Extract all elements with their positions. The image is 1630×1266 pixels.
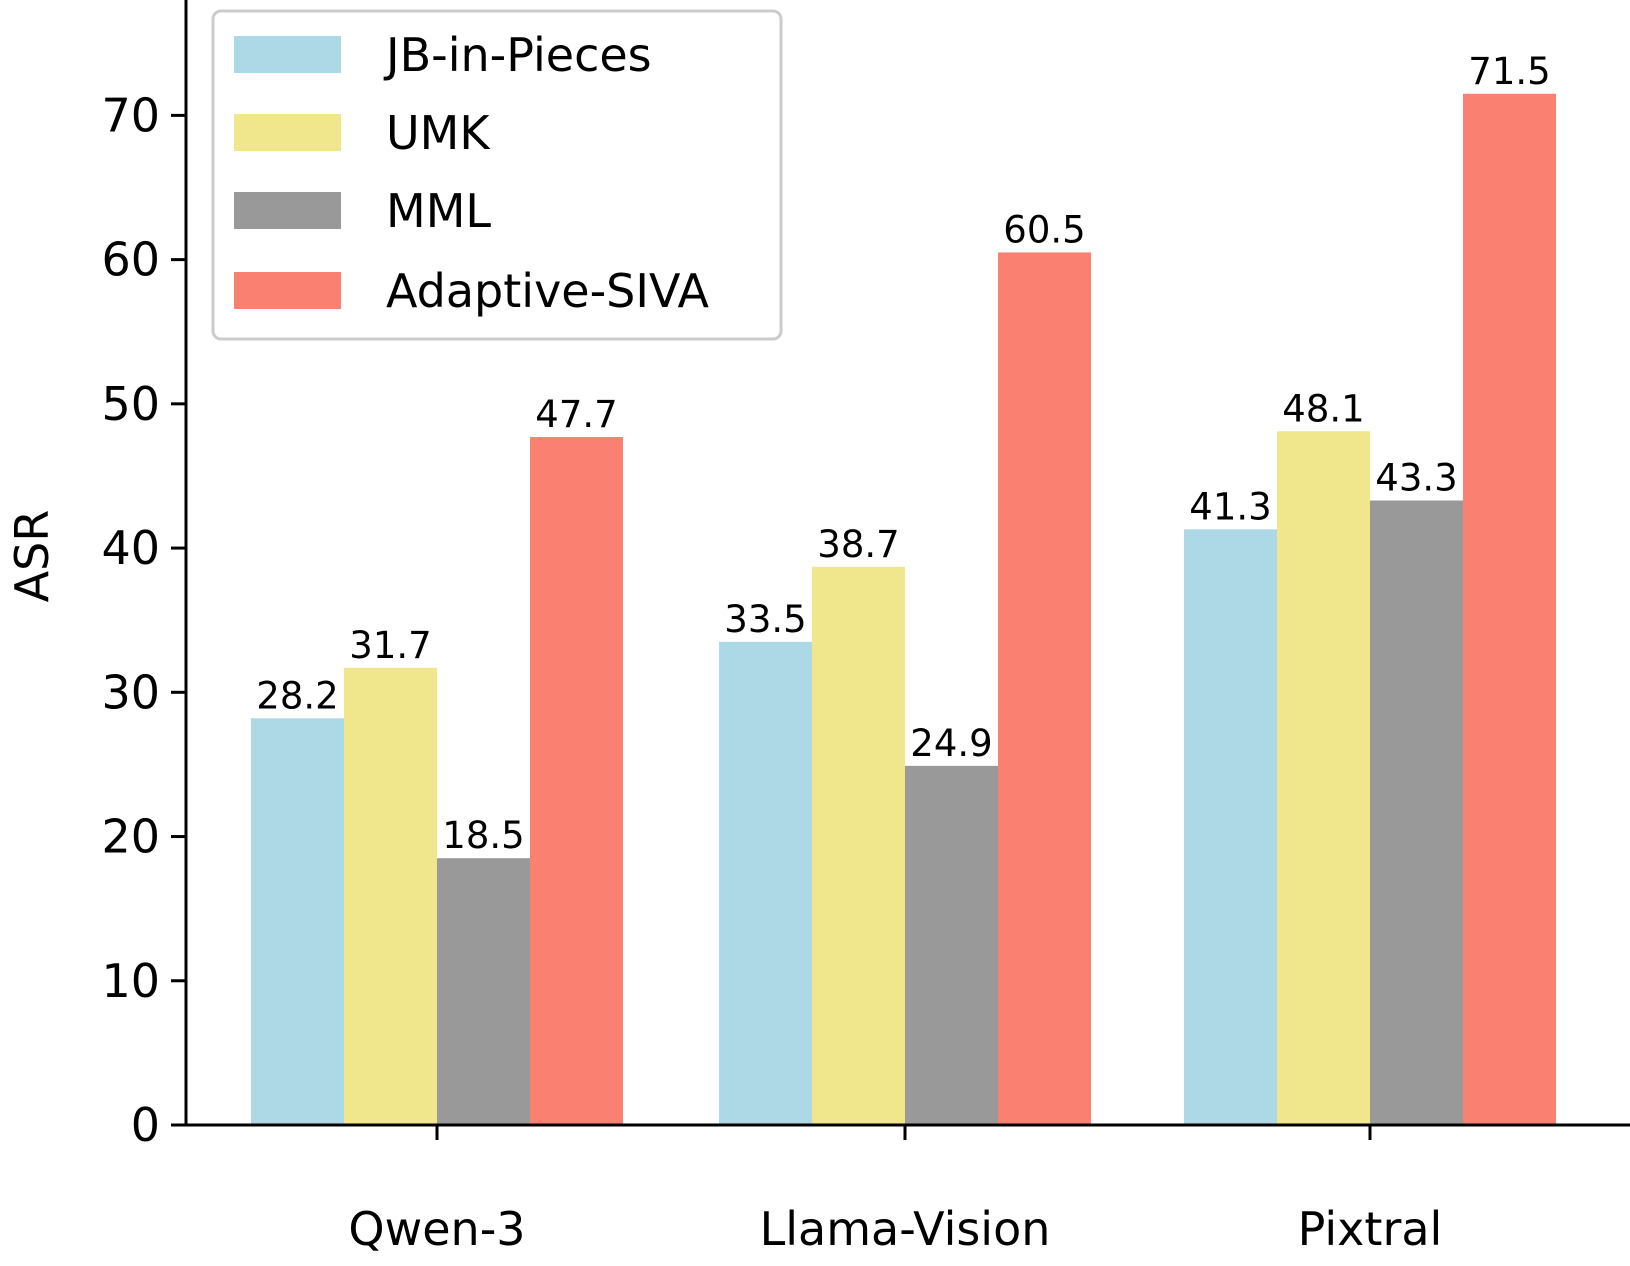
y-tick-label-50: 50 (101, 377, 160, 431)
legend-label-adaptive-siva: Adaptive-SIVA (386, 264, 709, 318)
bar-mml-llama-vision (905, 765, 998, 1125)
bar-mml-pixtral (1370, 500, 1463, 1125)
y-tick-label-0: 0 (131, 1098, 160, 1152)
y-tick-label-60: 60 (101, 233, 160, 287)
legend-label-mml: MML (386, 184, 491, 238)
legend-swatch-jb-in-pieces (234, 36, 341, 73)
data-label-adaptive-siva-pixtral: 71.5 (1468, 50, 1550, 93)
data-label-jb-in-pieces-llama-vision: 33.5 (724, 598, 806, 641)
data-label-mml-pixtral: 43.3 (1375, 456, 1457, 499)
legend-swatch-umk (234, 114, 341, 151)
legend-swatch-adaptive-siva (234, 272, 341, 309)
bar-jb-in-pieces-qwen-3 (251, 718, 344, 1125)
y-axis-label: ASR (5, 510, 59, 603)
y-tick-label-10: 10 (101, 954, 160, 1008)
bar-jb-in-pieces-llama-vision (719, 641, 812, 1125)
data-label-umk-llama-vision: 38.7 (817, 523, 899, 566)
bar-jb-in-pieces-pixtral (1184, 529, 1277, 1125)
legend: JB-in-Pieces UMK MML Adaptive-SIVA (211, 9, 783, 341)
data-label-adaptive-siva-llama-vision: 60.5 (1003, 208, 1085, 251)
legend-label-jb-in-pieces: JB-in-Pieces (383, 28, 652, 82)
y-ticks-group: 0 10 20 30 40 50 60 70 (101, 88, 186, 1152)
x-tick-label-pixtral: Pixtral (1298, 1202, 1443, 1256)
legend-frame (211, 9, 783, 341)
data-label-mml-qwen-3: 18.5 (442, 814, 524, 857)
data-labels-group: 28.2 31.7 18.5 47.7 33.5 38.7 24.9 60.5 41.3 48.1… (256, 50, 1550, 857)
bar-adaptive-siva-qwen-3 (530, 437, 623, 1125)
y-tick-label-40: 40 (101, 521, 160, 575)
data-label-adaptive-siva-qwen-3: 47.7 (535, 393, 617, 436)
data-label-jb-in-pieces-pixtral: 41.3 (1189, 485, 1271, 528)
bar-umk-pixtral (1277, 431, 1370, 1125)
data-label-jb-in-pieces-qwen-3: 28.2 (256, 674, 338, 717)
legend-swatch-mml (234, 192, 341, 229)
x-tick-label-qwen-3: Qwen-3 (348, 1202, 525, 1256)
data-label-umk-qwen-3: 31.7 (349, 624, 431, 667)
data-label-umk-pixtral: 48.1 (1282, 387, 1364, 430)
x-ticks-group: Qwen-3 Llama-Vision Pixtral (348, 1125, 1442, 1256)
legend-label-umk: UMK (386, 106, 491, 160)
y-tick-label-70: 70 (101, 88, 160, 142)
bar-adaptive-siva-pixtral (1463, 93, 1556, 1125)
x-tick-label-llama-vision: Llama-Vision (760, 1202, 1051, 1256)
axes-group (184, 0, 1630, 1127)
bar-adaptive-siva-llama-vision (998, 252, 1091, 1126)
bar-umk-llama-vision (812, 566, 905, 1125)
y-tick-label-30: 30 (101, 665, 160, 719)
bar-umk-qwen-3 (344, 667, 437, 1125)
data-label-mml-llama-vision: 24.9 (910, 722, 992, 765)
bar-mml-qwen-3 (437, 858, 530, 1125)
y-tick-label-20: 20 (101, 810, 160, 864)
bars-group (251, 93, 1556, 1126)
